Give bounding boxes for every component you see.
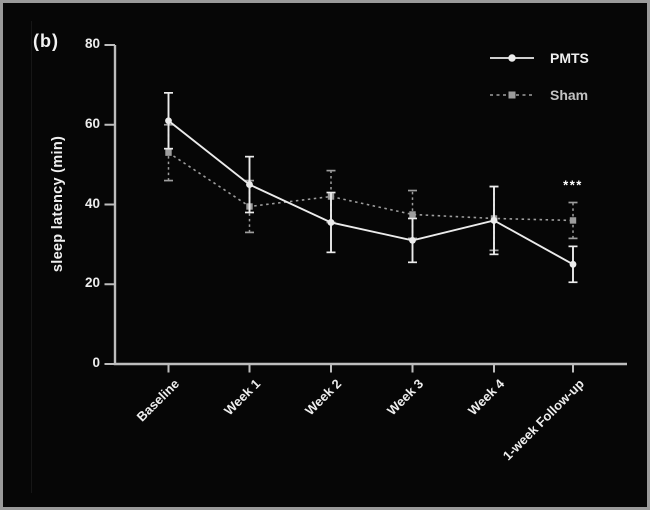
sham-marker <box>409 211 416 218</box>
chart-canvas <box>31 21 627 493</box>
pmts-marker <box>327 219 335 226</box>
y-tick-label: 20 <box>84 275 100 291</box>
significance-stars: *** <box>563 177 583 193</box>
y-tick-label: 40 <box>84 195 100 211</box>
sham-line <box>168 151 574 222</box>
legend-item-sham: Sham <box>489 87 589 103</box>
pmts-marker <box>246 181 253 188</box>
pmts-marker <box>409 236 416 244</box>
legend-label-sham: Sham <box>550 87 589 103</box>
y-tick-label: 80 <box>84 36 100 51</box>
y-axis-title: sleep latency (min) <box>50 135 66 273</box>
y-tick-label: 60 <box>84 115 100 131</box>
panel-label: (b) <box>33 31 59 51</box>
legend-label-pmts: PMTS <box>550 50 589 66</box>
pmts-marker <box>569 260 577 268</box>
pmts-line-sample-icon <box>490 54 534 62</box>
pmts-marker <box>490 217 498 224</box>
sham-line-sample-icon <box>490 91 534 99</box>
pmts-line <box>167 120 574 266</box>
chart-legend: PMTS Sham <box>489 50 589 103</box>
y-tick-label: 0 <box>92 355 100 370</box>
sham-marker <box>569 217 577 224</box>
pmts-marker <box>165 117 172 125</box>
legend-item-pmts: PMTS <box>489 50 589 66</box>
sham-marker <box>165 149 172 156</box>
